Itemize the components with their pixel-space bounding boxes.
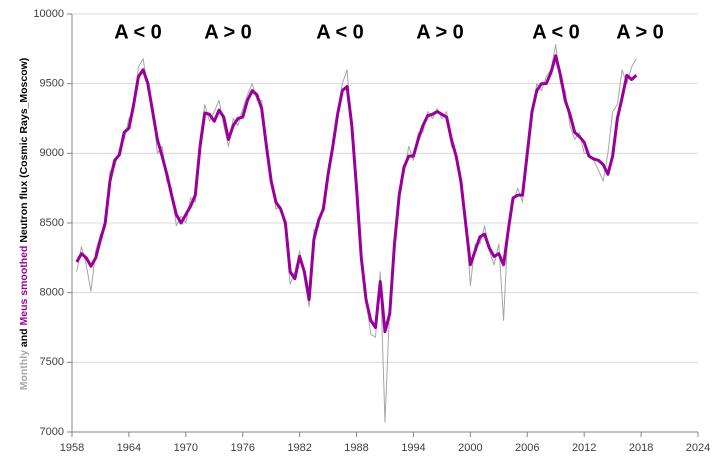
x-tick-label: 2018 (629, 442, 653, 454)
y-tick-label: 9500 (40, 78, 64, 90)
x-tick-label: 1988 (344, 442, 368, 454)
y-tick-label: 7000 (40, 426, 64, 438)
y-label-part: Monthly (18, 350, 30, 390)
y-label-part: Neutron flux (Cosmic Rays_Moscow) (18, 58, 30, 243)
y-tick-label: 10000 (33, 8, 64, 20)
annotation: A < 0 (316, 21, 364, 43)
x-tick-label: 1958 (60, 442, 84, 454)
x-tick-label: 1964 (117, 442, 141, 454)
x-tick-label: 2006 (515, 442, 539, 454)
annotation: A > 0 (616, 21, 664, 43)
annotation: A > 0 (416, 21, 464, 43)
y-tick-label: 7500 (40, 356, 64, 368)
y-tick-label: 8000 (40, 287, 64, 299)
annotation: A < 0 (532, 21, 580, 43)
y-tick-label: 8500 (40, 217, 64, 229)
annotation: A > 0 (204, 21, 252, 43)
y-tick-label: 9000 (40, 147, 64, 159)
x-tick-label: 1994 (401, 442, 425, 454)
y-label-part: Meus smoothed (18, 246, 30, 326)
x-tick-label: 2024 (686, 442, 710, 454)
y-label-part: and (18, 328, 30, 347)
x-tick-label: 2012 (572, 442, 596, 454)
annotation: A < 0 (114, 21, 162, 43)
x-tick-label: 1970 (174, 442, 198, 454)
y-axis-label: Monthly and Meus smoothed Neutron flux (… (18, 58, 30, 391)
x-tick-label: 2000 (458, 442, 482, 454)
x-tick-label: 1982 (287, 442, 311, 454)
x-tick-label: 1976 (230, 442, 254, 454)
series-line (75, 54, 638, 334)
